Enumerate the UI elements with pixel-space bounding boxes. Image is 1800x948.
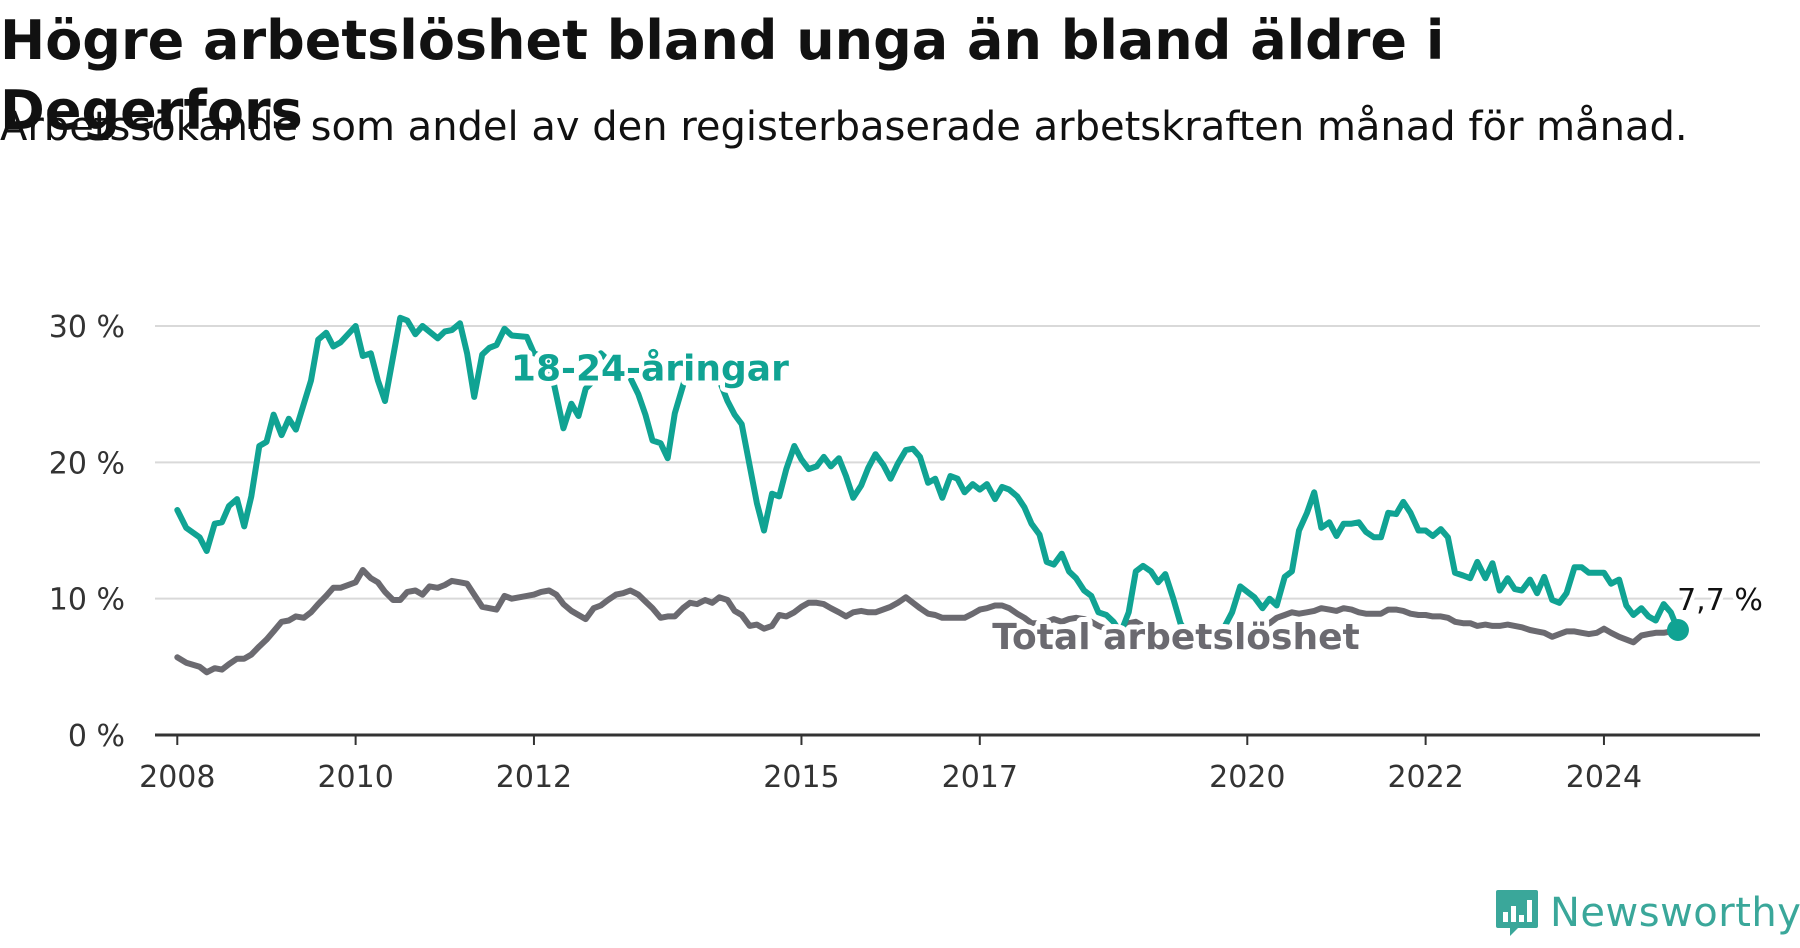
x-tick-label: 2020 — [1209, 760, 1285, 795]
x-tick-label: 2022 — [1387, 760, 1463, 795]
axes: 0 % 10 % 20 % 30 % 2008 2010 2012 2015 2017 2020 2… — [49, 310, 1760, 795]
brand-name: Newsworthy — [1550, 890, 1800, 936]
last-value-label: 7,7 % — [1677, 583, 1763, 618]
last-value-dot — [1666, 619, 1689, 642]
chart-subtitle: Arbetssökande som andel av den registerb… — [0, 104, 1688, 150]
y-tick-label: 20 % — [49, 446, 125, 481]
x-tick-label: 2010 — [317, 760, 393, 795]
chart-title: Högre arbetslöshet bland unga än bland ä… — [0, 9, 1445, 142]
y-tick-label: 30 % — [49, 310, 125, 345]
series-lines — [174, 314, 1681, 676]
newsworthy-logo-icon — [1496, 890, 1538, 936]
series-label-young: 18-24-åringar — [511, 349, 789, 390]
y-tick-label: 0 % — [68, 719, 125, 754]
series-line-young — [174, 314, 1681, 638]
series-line-total — [174, 567, 1681, 676]
grid-lines — [155, 325, 1760, 600]
x-tick-label: 2008 — [139, 760, 215, 795]
y-tick-label: 10 % — [49, 583, 125, 618]
x-tick-label: 2024 — [1566, 760, 1642, 795]
brand-logo: Newsworthy — [1494, 888, 1800, 938]
series-label-total: Total arbetslöshet — [992, 617, 1360, 658]
x-tick-label: 2015 — [763, 760, 839, 795]
x-tick-label: 2012 — [496, 760, 572, 795]
x-tick-label: 2017 — [942, 760, 1018, 795]
series-labels: 18-24-åringar Total arbetslöshet 7,7 % — [506, 344, 1767, 664]
